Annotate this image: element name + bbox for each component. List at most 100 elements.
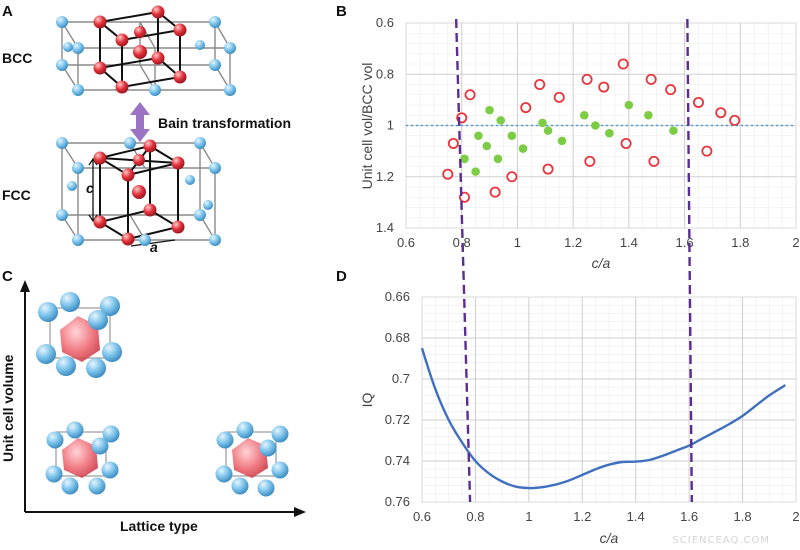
filled-circle-point bbox=[474, 131, 483, 141]
open-circle-point bbox=[665, 84, 677, 96]
x-tick-label: 0.8 bbox=[466, 509, 484, 524]
x-tick-label: 0.6 bbox=[397, 235, 415, 250]
filled-circle-point bbox=[605, 128, 614, 138]
x-tick-label: 0.8 bbox=[453, 235, 471, 250]
filled-circle-point bbox=[518, 144, 528, 153]
panel-b-x-axis-title: c/a bbox=[592, 255, 611, 271]
panel-b-y-axis-title: Unit cell vol/BCC vol bbox=[359, 63, 375, 190]
open-circle-point bbox=[620, 137, 632, 149]
bcc-lattice-cage bbox=[60, 21, 232, 91]
filled-circle-point bbox=[471, 167, 480, 176]
open-circle-point bbox=[648, 155, 660, 167]
panel-c-x-arrowhead bbox=[294, 507, 306, 517]
y-tick-label: 1 bbox=[387, 118, 394, 133]
filled-circle-point bbox=[579, 110, 589, 120]
panel-b: B 0.6 0.8 1 1.2 1.4 0.6 0.8 1 1.2 1.4 1.6 1.8 2 Uni… bbox=[336, 3, 800, 271]
open-circle-point bbox=[442, 168, 454, 180]
y-tick-label: 0.66 bbox=[385, 289, 410, 304]
dashed-boundary-lines bbox=[454, 18, 694, 503]
y-tick-label: 0.6 bbox=[376, 15, 394, 30]
open-circle-point bbox=[693, 96, 705, 108]
filled-circle-point bbox=[624, 100, 634, 110]
panel-a: A BCC FCC bbox=[2, 3, 291, 255]
lattice-cluster-small-right bbox=[215, 421, 289, 497]
panel-d-grid bbox=[421, 296, 797, 503]
y-tick-label: 0.76 bbox=[385, 494, 410, 509]
open-circle-point bbox=[617, 58, 629, 70]
x-tick-label: 1 bbox=[525, 509, 532, 524]
dim-c-label: c bbox=[86, 180, 94, 196]
filled-circle-point bbox=[460, 154, 469, 164]
panel-d-y-ticks: 0.66 0.68 0.7 0.72 0.74 0.76 bbox=[385, 289, 410, 509]
y-tick-label: 0.7 bbox=[392, 371, 410, 386]
panel-d-x-axis-title: c/a bbox=[600, 530, 619, 546]
filled-circle-point bbox=[538, 118, 547, 128]
open-circle-point bbox=[715, 107, 727, 119]
bcc-label: BCC bbox=[2, 50, 32, 66]
dim-a-label: a bbox=[150, 239, 158, 255]
x-tick-label: 1.8 bbox=[734, 509, 752, 524]
lattice-cluster-small-left bbox=[45, 421, 120, 495]
y-tick-label: 1.4 bbox=[376, 220, 394, 235]
panel-b-x-ticks: 0.6 0.8 1 1.2 1.4 1.6 1.8 2 bbox=[397, 235, 800, 250]
x-tick-label: 1.8 bbox=[731, 235, 749, 250]
x-tick-label: 1.6 bbox=[676, 235, 694, 250]
bcc-atoms bbox=[56, 5, 236, 96]
y-tick-label: 1.2 bbox=[376, 169, 394, 184]
y-tick-label: 0.68 bbox=[385, 330, 410, 345]
filled-circle-point bbox=[493, 154, 503, 164]
iq-curve bbox=[420, 347, 786, 490]
open-circle-point bbox=[598, 81, 610, 93]
dashed-boundary-line bbox=[454, 18, 472, 503]
x-tick-label: 1.4 bbox=[627, 509, 645, 524]
panel-c: C Unit cell volume Lattice type bbox=[0, 268, 306, 534]
lattice-cluster-large bbox=[36, 292, 122, 378]
unit-cell-volume-label: Unit cell volume bbox=[0, 354, 16, 462]
open-circle-point bbox=[489, 186, 501, 198]
x-tick-label: 1.4 bbox=[620, 235, 638, 250]
watermark: SCIENCEAQ.COM bbox=[672, 535, 770, 546]
fcc-dimension-c bbox=[88, 157, 98, 223]
open-circle-point bbox=[464, 89, 476, 101]
bain-double-arrow bbox=[130, 102, 150, 142]
x-tick-label: 1 bbox=[514, 235, 521, 250]
open-circle-point bbox=[520, 102, 532, 114]
y-tick-label: 0.72 bbox=[385, 412, 410, 427]
open-circle-point bbox=[553, 91, 565, 103]
fcc-atoms bbox=[56, 137, 221, 246]
x-tick-label: 2 bbox=[792, 509, 799, 524]
panel-d-y-axis-title: IQ bbox=[359, 393, 375, 408]
filled-circle-point bbox=[485, 105, 494, 115]
panel-b-points bbox=[442, 58, 741, 203]
open-circle-point bbox=[447, 137, 459, 149]
open-circle-point bbox=[701, 145, 713, 157]
x-tick-label: 1.6 bbox=[680, 509, 698, 524]
fcc-dimension-a bbox=[130, 239, 176, 247]
y-tick-label: 0.8 bbox=[376, 66, 394, 81]
dashed-boundary-line bbox=[686, 18, 694, 503]
open-circle-point bbox=[584, 155, 596, 167]
bain-transformation-label: Bain transformation bbox=[158, 115, 291, 131]
y-tick-label: 0.74 bbox=[385, 453, 410, 468]
bcc-highlight-cell bbox=[97, 10, 183, 89]
filled-circle-point bbox=[669, 126, 678, 135]
x-tick-label: 0.6 bbox=[413, 509, 431, 524]
x-tick-label: 1.2 bbox=[573, 509, 591, 524]
panel-c-y-arrowhead bbox=[20, 280, 30, 292]
filled-circle-point bbox=[644, 110, 653, 120]
open-circle-point bbox=[581, 73, 593, 85]
open-circle-point bbox=[645, 73, 657, 85]
panel-b-y-ticks: 0.6 0.8 1 1.2 1.4 bbox=[376, 15, 394, 235]
open-circle-point bbox=[506, 171, 518, 183]
panel-d: D 0.66 0.68 0.7 0.72 0.74 0.76 0.6 0.8 1 1.2 1.4 1… bbox=[336, 268, 800, 546]
panel-c-letter: C bbox=[2, 268, 13, 285]
filled-circle-point bbox=[557, 136, 567, 146]
filled-circle-point bbox=[543, 126, 553, 135]
open-circle-point bbox=[542, 163, 554, 175]
open-circle-point bbox=[534, 79, 546, 91]
filled-circle-point bbox=[482, 141, 492, 151]
x-tick-label: 2 bbox=[792, 235, 799, 250]
fcc-label: FCC bbox=[2, 187, 31, 203]
panel-d-plot-area bbox=[421, 296, 797, 503]
